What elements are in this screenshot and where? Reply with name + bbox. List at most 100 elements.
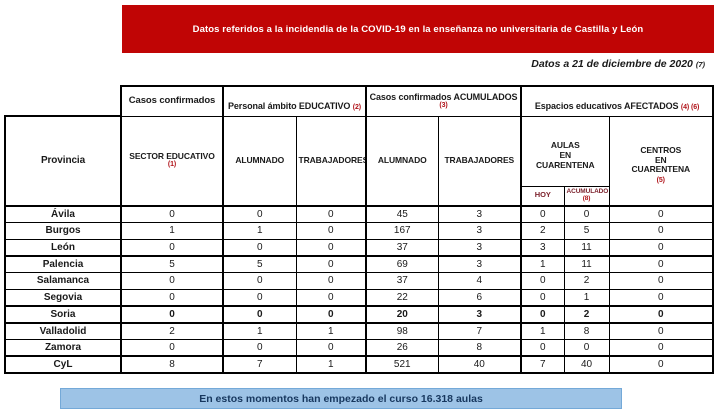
header-casos-acumulados: Casos confirmados ACUMULADOS (3) (364, 85, 522, 117)
footnote-4-6: (4) (6) (680, 104, 700, 112)
cell-trabajadores-personal: 0 (295, 272, 367, 290)
cell-trabajadores-personal: 0 (295, 288, 367, 308)
cell-aulas-acumulado: 5 (563, 222, 610, 240)
cell-trabajadores-acumulado: 8 (437, 339, 522, 358)
cell-sector-educativo: 0 (120, 288, 224, 308)
footnote-1: (1) (167, 161, 177, 169)
cell-alumnado-acumulado: 69 (365, 255, 439, 274)
province-label: León (4, 238, 122, 258)
cell-alumnado-acumulado: 26 (365, 339, 439, 358)
footnote-3: (3) (439, 102, 448, 110)
cell-alumnado-personal: 1 (222, 222, 297, 240)
cell-trabajadores-personal: 1 (295, 355, 367, 374)
cell-sector-educativo: 8 (120, 355, 224, 374)
header-casos-confirmados: Casos confirmados (120, 85, 224, 117)
cell-aulas-hoy: 0 (520, 205, 565, 224)
cell-sector-educativo: 1 (120, 222, 224, 240)
cell-aulas-acumulado: 11 (563, 238, 610, 258)
table-row: Ávila 0 0 0 45 3 0 0 0 (4, 205, 714, 224)
cell-centros-cuarentena: 0 (608, 205, 714, 224)
province-label: CyL (4, 355, 122, 374)
cell-aulas-acumulado: 1 (563, 288, 610, 308)
province-label: Burgos (4, 222, 122, 240)
cell-sector-educativo: 0 (120, 238, 224, 258)
header-sector-educativo: SECTOR EDUCATIVO (1) (120, 115, 224, 207)
cell-aulas-acumulado: 0 (563, 339, 610, 358)
banner-title: Datos referidos a la incidendia de la CO… (192, 23, 644, 35)
cell-trabajadores-acumulado: 7 (437, 322, 522, 340)
cell-alumnado-personal: 0 (222, 272, 297, 290)
cell-alumnado-personal: 0 (222, 238, 297, 258)
table-row: Palencia 5 5 0 69 3 1 11 0 (4, 255, 714, 274)
cell-centros-cuarentena: 0 (608, 322, 714, 340)
province-label: Zamora (4, 339, 122, 358)
cell-trabajadores-acumulado: 3 (437, 255, 522, 274)
cell-centros-cuarentena: 0 (608, 255, 714, 274)
header-acumulado: ACUMULADO (8) (563, 185, 610, 207)
cell-centros-cuarentena: 0 (608, 339, 714, 358)
cell-alumnado-personal: 0 (222, 305, 297, 324)
cell-aulas-acumulado: 40 (563, 355, 610, 374)
cell-trabajadores-acumulado: 6 (437, 288, 522, 308)
date-footnote: (7) (695, 60, 705, 69)
province-label: Ávila (4, 205, 122, 224)
cell-alumnado-acumulado: 22 (365, 288, 439, 308)
date-text: Datos a 21 de diciembre de 2020 (531, 58, 693, 70)
cell-aulas-hoy: 0 (520, 272, 565, 290)
cell-sector-educativo: 0 (120, 339, 224, 358)
province-label: Valladolid (4, 322, 122, 340)
cell-centros-cuarentena: 0 (608, 305, 714, 324)
cell-aulas-hoy: 2 (520, 222, 565, 240)
table-body: Ávila 0 0 0 45 3 0 0 0 Burgos 1 1 0 167 … (4, 205, 714, 374)
footer-banner: En estos momentos han empezado el curso … (60, 388, 622, 409)
cell-sector-educativo: 0 (120, 205, 224, 224)
title-banner: Datos referidos a la incidendia de la CO… (122, 5, 714, 53)
header-centros-cuarentena: CENTROS EN CUARENTENA (5) (608, 115, 714, 207)
footnote-2: (2) (352, 104, 362, 112)
cell-alumnado-personal: 7 (222, 355, 297, 374)
province-label: Salamanca (4, 272, 122, 290)
cell-sector-educativo: 0 (120, 272, 224, 290)
cell-alumnado-personal: 0 (222, 205, 297, 224)
cell-aulas-acumulado: 2 (563, 305, 610, 324)
cell-alumnado-acumulado: 521 (365, 355, 439, 374)
footnote-5: (5) (656, 177, 665, 185)
header-trabajadores-personal: TRABAJADORES (295, 115, 367, 207)
cell-alumnado-personal: 1 (222, 322, 297, 340)
table-row: Soria 0 0 0 20 3 0 2 0 (4, 305, 714, 324)
header-alumnado-personal: ALUMNADO (222, 115, 297, 207)
cell-trabajadores-personal: 0 (295, 205, 367, 224)
cell-aulas-acumulado: 8 (563, 322, 610, 340)
cell-trabajadores-acumulado: 3 (437, 222, 522, 240)
cell-alumnado-personal: 0 (222, 339, 297, 358)
cell-trabajadores-acumulado: 40 (437, 355, 522, 374)
cell-sector-educativo: 0 (120, 305, 224, 324)
header-personal-ambito: Personal ámbito EDUCATIVO (2) (222, 85, 367, 117)
cell-aulas-hoy: 0 (520, 288, 565, 308)
cell-alumnado-acumulado: 167 (365, 222, 439, 240)
header-trabajadores-acumulado: TRABAJADORES (437, 115, 522, 207)
header-alumnado-acumulado: ALUMNADO (365, 115, 439, 207)
table-row: Segovia 0 0 0 22 6 0 1 0 (4, 288, 714, 308)
covid-education-table: Casos confirmados Personal ámbito EDUCAT… (4, 85, 714, 374)
cell-alumnado-acumulado: 45 (365, 205, 439, 224)
cell-alumnado-acumulado: 98 (365, 322, 439, 340)
cell-trabajadores-acumulado: 3 (437, 305, 522, 324)
cell-aulas-acumulado: 0 (563, 205, 610, 224)
table-row: Zamora 0 0 0 26 8 0 0 0 (4, 339, 714, 358)
header-hoy: HOY (520, 185, 565, 207)
cell-trabajadores-personal: 0 (295, 305, 367, 324)
cell-centros-cuarentena: 0 (608, 238, 714, 258)
cell-centros-cuarentena: 0 (608, 288, 714, 308)
cell-trabajadores-personal: 0 (295, 339, 367, 358)
footer-text: En estos momentos han empezado el curso … (199, 392, 483, 405)
cell-trabajadores-personal: 0 (295, 238, 367, 258)
table-header: Casos confirmados Personal ámbito EDUCAT… (4, 85, 714, 207)
cell-aulas-hoy: 0 (520, 305, 565, 324)
cell-aulas-hoy: 3 (520, 238, 565, 258)
table-row: Valladolid 2 1 1 98 7 1 8 0 (4, 322, 714, 340)
header-aulas-cuarentena: AULAS EN CUARENTENA (520, 115, 610, 187)
province-label: Segovia (4, 288, 122, 308)
cell-centros-cuarentena: 0 (608, 355, 714, 374)
cell-trabajadores-personal: 0 (295, 222, 367, 240)
